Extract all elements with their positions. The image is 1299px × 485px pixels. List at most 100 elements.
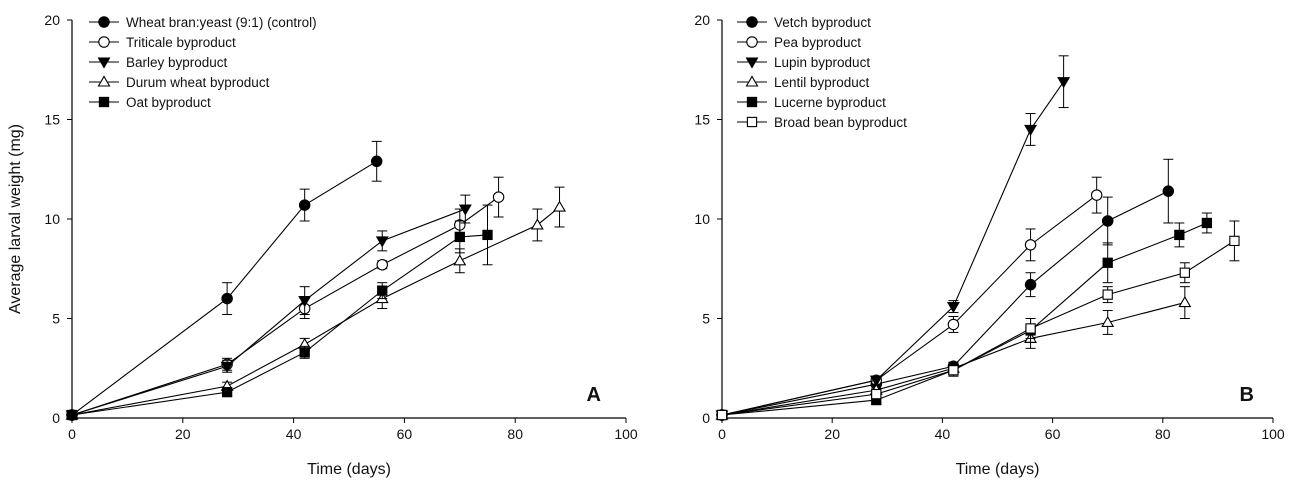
- series-line: [721, 222, 1208, 416]
- legend-marker: [97, 57, 111, 69]
- series-1: [66, 140, 383, 421]
- legend-marker: [745, 75, 759, 87]
- data-point: [66, 409, 78, 421]
- data-point: [1057, 77, 1071, 89]
- x-axis-title: Time (days): [307, 461, 391, 478]
- y-tick-label: 20: [44, 12, 60, 28]
- panel-label: B: [1240, 384, 1254, 406]
- legend-marker: [746, 16, 758, 28]
- panel-label: A: [587, 384, 601, 406]
- data-point: [1229, 235, 1240, 247]
- x-tick-label: 80: [1155, 426, 1171, 442]
- data-point: [1162, 185, 1175, 197]
- data-point: [530, 218, 544, 230]
- legend-label: Lucerne byproduct: [774, 95, 886, 110]
- data-point: [1101, 215, 1114, 227]
- data-point: [298, 296, 312, 308]
- y-tick-label: 0: [702, 410, 710, 426]
- series-5: [716, 212, 1213, 421]
- legend-label: Oat byproduct: [126, 95, 211, 110]
- legend-item: Pea byproduct: [737, 35, 861, 50]
- x-tick-label: 80: [507, 426, 523, 442]
- data-point: [871, 388, 882, 400]
- x-axis-title: Time (days): [956, 461, 1040, 478]
- x-tick-label: 40: [935, 426, 951, 442]
- x-tick-label: 60: [397, 426, 413, 442]
- legend-item: Durum wheat byproduct: [89, 75, 270, 90]
- legend-item: Wheat bran:yeast (9:1) (control): [89, 15, 317, 30]
- legend-item: Barley byproduct: [89, 55, 228, 70]
- data-point: [376, 259, 388, 271]
- y-tick-label: 15: [694, 112, 710, 128]
- legend-marker: [746, 96, 758, 108]
- legend-item: Oat byproduct: [89, 95, 211, 110]
- data-point: [1024, 239, 1037, 251]
- series-line: [71, 208, 466, 416]
- data-point: [947, 318, 960, 331]
- y-tick-label: 15: [44, 112, 60, 128]
- legend-label: Wheat bran:yeast (9:1) (control): [126, 15, 317, 30]
- legend-item: Lucerne byproduct: [737, 95, 886, 110]
- y-tick-label: 0: [52, 410, 60, 426]
- series-line: [71, 234, 488, 416]
- data-point: [1102, 289, 1113, 300]
- data-point: [299, 347, 310, 358]
- data-point: [377, 285, 388, 296]
- series-line: [721, 240, 1235, 416]
- data-point: [482, 229, 493, 241]
- data-point: [492, 191, 505, 203]
- x-tick-label: 0: [718, 426, 726, 442]
- data-point: [553, 200, 566, 212]
- legend-item: Triticale byproduct: [89, 35, 236, 50]
- series-2: [66, 176, 505, 421]
- legend-marker: [98, 36, 110, 48]
- data-point: [1090, 189, 1103, 201]
- series-4: [65, 186, 566, 420]
- data-point: [221, 292, 233, 305]
- series-3: [65, 194, 472, 422]
- legend-marker: [746, 36, 758, 48]
- series-line: [71, 196, 499, 416]
- legend-item: Lupin byproduct: [737, 55, 870, 70]
- series-line: [721, 302, 1185, 416]
- series-5: [66, 204, 493, 421]
- series-6: [716, 220, 1240, 421]
- legend-label: Broad bean byproduct: [774, 115, 907, 130]
- series-3: [715, 55, 1071, 422]
- data-point: [370, 155, 383, 168]
- data-point: [220, 361, 234, 373]
- x-tick-label: 100: [614, 426, 638, 442]
- data-point: [221, 386, 233, 398]
- legend-marker: [98, 16, 110, 28]
- data-point: [1024, 124, 1038, 137]
- legend-label: Barley byproduct: [126, 55, 228, 70]
- y-tick-label: 5: [702, 311, 710, 327]
- legend-label: Durum wheat byproduct: [126, 75, 270, 90]
- data-point: [1025, 323, 1036, 334]
- legend-label: Lentil byproduct: [774, 75, 870, 90]
- legend-label: Lupin byproduct: [774, 55, 870, 70]
- legend: Vetch byproduct Pea byproduct Lupin byprod…: [737, 15, 907, 130]
- chart-panel-a: 0 20 40 60 80 100 0 5 10 15 20 Time (days) Average l…: [7, 12, 638, 478]
- legend-label: Vetch byproduct: [774, 15, 871, 30]
- x-tick-label: 0: [68, 426, 76, 442]
- data-point: [1178, 295, 1192, 308]
- data-point: [946, 302, 960, 314]
- y-tick-label: 10: [44, 211, 60, 227]
- y-axis-title: Average larval weight (mg): [7, 124, 24, 314]
- legend: Wheat bran:yeast (9:1) (control) Tritical…: [89, 15, 317, 110]
- legend-item: Vetch byproduct: [737, 15, 871, 30]
- legend-item: Lentil byproduct: [737, 75, 870, 90]
- data-point: [375, 236, 389, 248]
- data-point: [869, 375, 883, 387]
- legend-marker: [97, 75, 111, 87]
- data-point: [453, 254, 467, 266]
- data-point: [948, 365, 959, 376]
- data-point: [454, 231, 465, 243]
- data-point: [1102, 257, 1113, 268]
- y-tick-label: 20: [694, 12, 710, 28]
- data-point: [1179, 267, 1190, 278]
- series-line: [721, 194, 1098, 416]
- legend-label: Pea byproduct: [774, 35, 861, 50]
